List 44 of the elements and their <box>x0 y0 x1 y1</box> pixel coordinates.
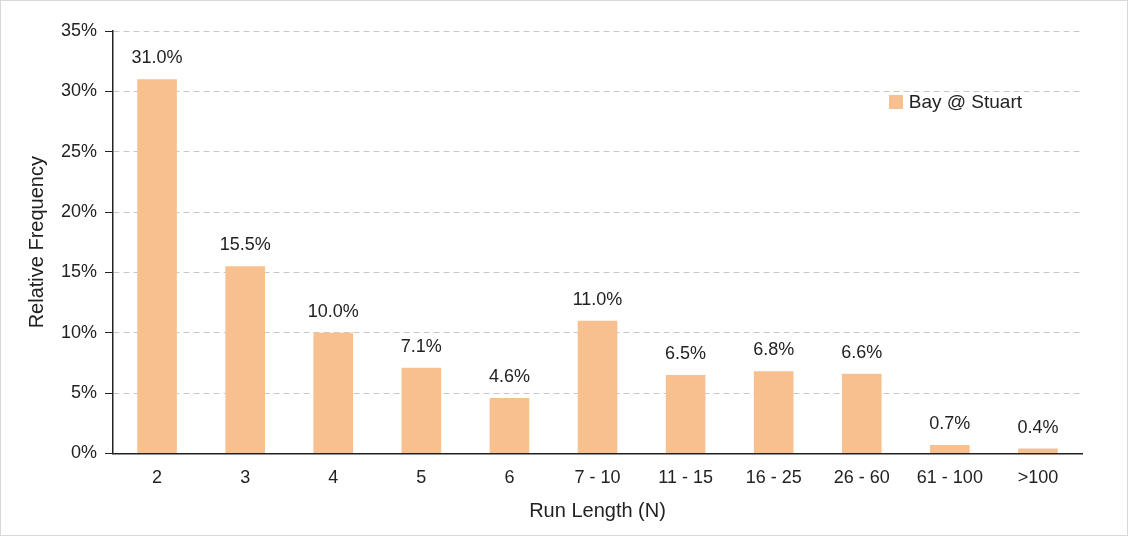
x-tick-label: 26 - 60 <box>833 467 890 488</box>
x-tick-label: 4 <box>328 467 339 488</box>
x-tick-label: 6 <box>504 467 515 488</box>
data-label: 11.0% <box>572 288 623 309</box>
data-label: 6.8% <box>753 339 795 360</box>
bar <box>401 367 442 453</box>
legend-label: Bay @ Stuart <box>908 91 1022 113</box>
y-tick-label: 25% <box>61 140 98 161</box>
bar <box>313 332 354 453</box>
y-tick-label: 30% <box>61 80 98 101</box>
bar <box>665 374 706 453</box>
y-axis-title: Relative Frequency <box>24 156 47 329</box>
x-tick-label: 16 - 25 <box>745 467 802 488</box>
bar <box>577 320 618 453</box>
x-tick-label: 7 - 10 <box>574 467 621 488</box>
y-tick-label: 0% <box>71 442 98 463</box>
data-label: 31.0% <box>131 47 183 68</box>
bar <box>489 397 530 453</box>
x-tick-label: 11 - 15 <box>658 467 713 488</box>
bar <box>225 266 265 453</box>
y-tick-label: 35% <box>61 19 98 40</box>
bar <box>1018 448 1058 453</box>
x-axis-title: Run Length (N) <box>529 498 666 521</box>
data-label: 0.7% <box>929 412 971 433</box>
y-tick-label: 5% <box>71 382 98 403</box>
x-tick-label: 61 - 100 <box>916 467 983 488</box>
data-label: 4.6% <box>488 365 530 386</box>
bar <box>930 444 970 453</box>
y-tick-label: 15% <box>61 261 98 282</box>
data-label: 15.5% <box>219 234 271 255</box>
data-label: 6.6% <box>841 341 883 362</box>
y-tick-label: 20% <box>61 201 98 221</box>
y-tick-label: 10% <box>61 321 98 342</box>
data-label: 10.0% <box>307 300 359 321</box>
bar <box>137 79 177 453</box>
data-label: 7.1% <box>400 335 442 356</box>
x-tick-label: 5 <box>416 467 427 488</box>
x-tick-label: 3 <box>240 467 251 488</box>
x-tick-label: 2 <box>152 467 163 488</box>
data-label: 0.4% <box>1017 416 1059 437</box>
bar <box>841 373 882 453</box>
bar <box>753 371 794 453</box>
x-tick-label: >100 <box>1017 467 1059 488</box>
data-label: 6.5% <box>665 342 707 363</box>
